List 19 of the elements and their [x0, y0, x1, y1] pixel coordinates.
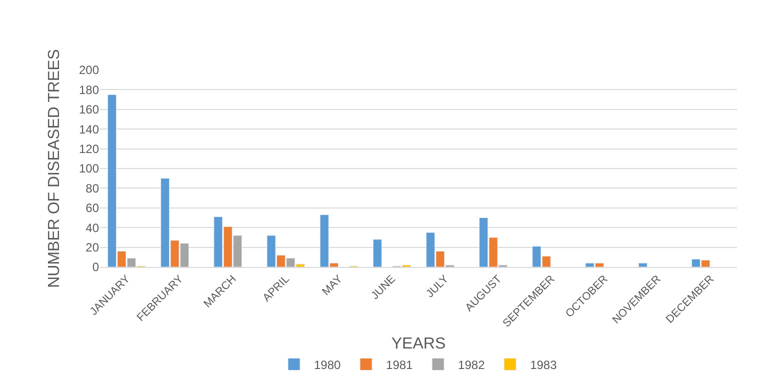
legend-label: 1980	[314, 358, 342, 372]
x-axis-title: YEARS	[391, 335, 446, 352]
y-tick-label: 200	[78, 63, 100, 78]
legend-label: 1982	[458, 358, 486, 372]
y-tick-label: 100	[78, 162, 100, 176]
legend-label: 1981	[386, 358, 414, 372]
bar	[638, 262, 648, 267]
legend-label: 1983	[530, 358, 558, 372]
y-tick-label: 60	[86, 201, 100, 216]
y-axis-title: NUMBER OF DISEASED TREES	[46, 49, 63, 288]
y-tick-label: 180	[78, 82, 100, 97]
y-tick-label: 80	[86, 181, 100, 196]
bar	[372, 239, 382, 267]
y-tick-label: 40	[86, 220, 100, 235]
y-tick-label: 160	[78, 102, 100, 117]
y-tick-label: 140	[78, 122, 100, 136]
y-tick-label: 0	[92, 260, 100, 274]
y-tick-label: 20	[86, 240, 100, 254]
y-tick-label: 120	[78, 142, 100, 156]
